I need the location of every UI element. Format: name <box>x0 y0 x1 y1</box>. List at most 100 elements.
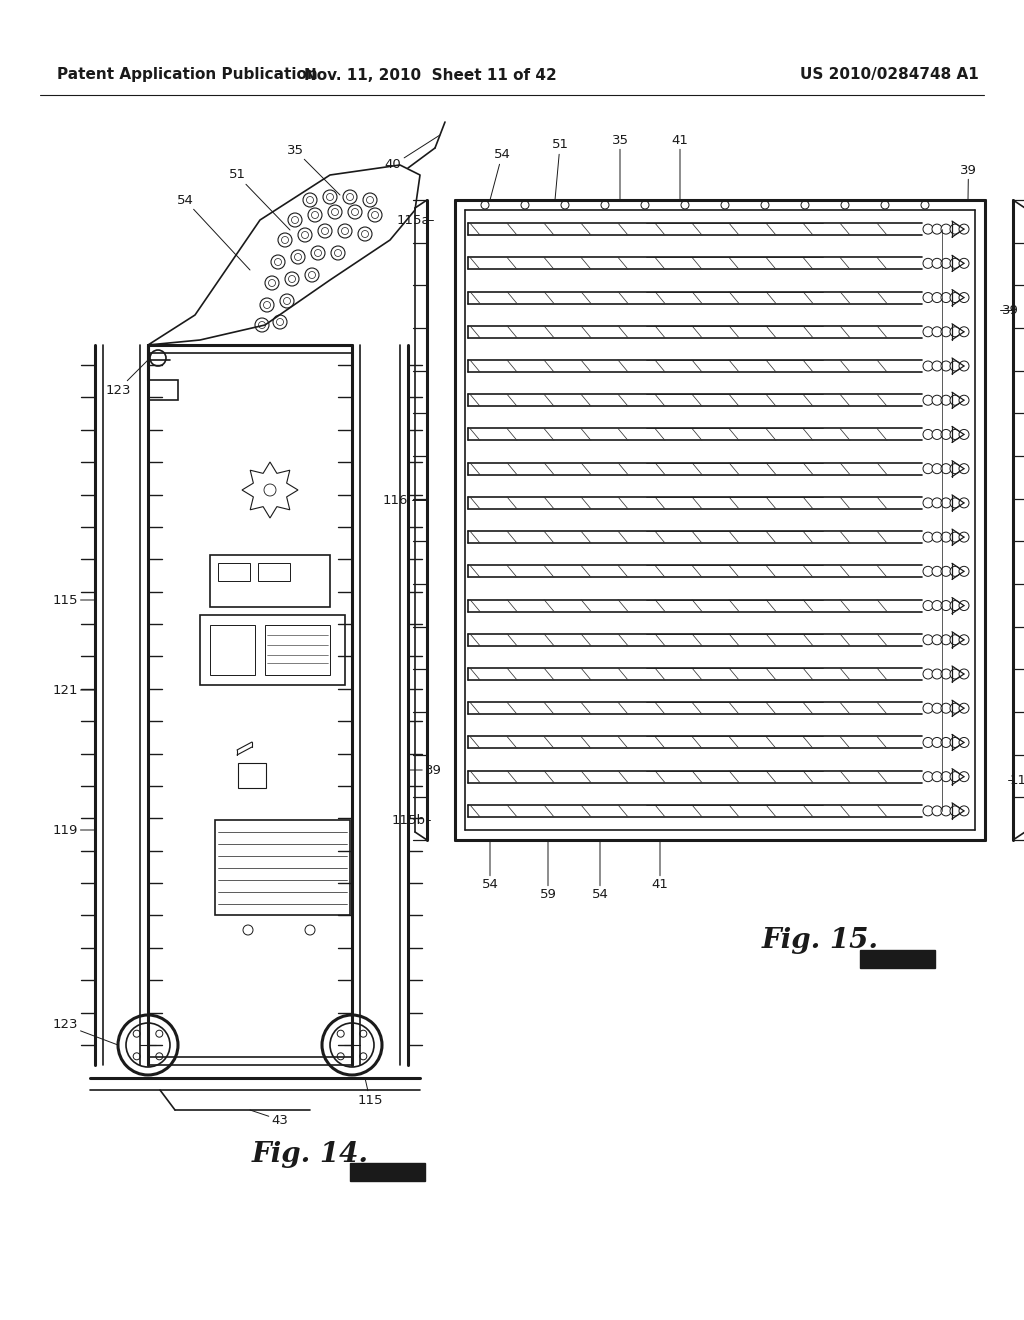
Circle shape <box>338 224 352 238</box>
Circle shape <box>881 201 889 209</box>
Circle shape <box>923 669 933 678</box>
Circle shape <box>841 201 849 209</box>
Circle shape <box>118 1015 178 1074</box>
Text: 41: 41 <box>651 840 669 891</box>
Circle shape <box>959 463 969 474</box>
Circle shape <box>331 246 345 260</box>
Circle shape <box>941 395 951 405</box>
Text: Patent Application Publication: Patent Application Publication <box>57 67 317 82</box>
Circle shape <box>932 429 942 440</box>
Circle shape <box>801 201 809 209</box>
Text: 116: 116 <box>1010 774 1024 787</box>
Circle shape <box>328 205 342 219</box>
Circle shape <box>950 498 961 508</box>
Text: 35: 35 <box>611 133 629 201</box>
Circle shape <box>950 327 961 337</box>
Circle shape <box>941 429 951 440</box>
Text: 123: 123 <box>52 1019 118 1045</box>
Text: 39: 39 <box>410 763 442 776</box>
Circle shape <box>950 601 961 611</box>
Circle shape <box>298 228 312 242</box>
Circle shape <box>941 463 951 474</box>
Circle shape <box>950 463 961 474</box>
Circle shape <box>133 1030 140 1038</box>
Bar <box>218 564 250 581</box>
Circle shape <box>359 1030 367 1038</box>
Circle shape <box>932 704 942 713</box>
Circle shape <box>959 704 969 713</box>
Circle shape <box>959 395 969 405</box>
Bar <box>210 624 255 675</box>
Circle shape <box>323 190 337 205</box>
Circle shape <box>156 1030 163 1038</box>
Circle shape <box>959 259 969 268</box>
Circle shape <box>923 738 933 747</box>
Circle shape <box>932 807 942 816</box>
Text: Nov. 11, 2010  Sheet 11 of 42: Nov. 11, 2010 Sheet 11 of 42 <box>304 67 556 82</box>
Circle shape <box>923 601 933 611</box>
Text: 39: 39 <box>1002 304 1019 317</box>
Text: 51: 51 <box>552 139 568 201</box>
Circle shape <box>932 566 942 577</box>
Circle shape <box>950 395 961 405</box>
Circle shape <box>721 201 729 209</box>
Circle shape <box>950 293 961 302</box>
Circle shape <box>288 213 302 227</box>
Circle shape <box>923 429 933 440</box>
Circle shape <box>521 201 529 209</box>
Circle shape <box>923 259 933 268</box>
Circle shape <box>950 566 961 577</box>
Text: 51: 51 <box>228 169 290 230</box>
Circle shape <box>950 429 961 440</box>
Text: 115: 115 <box>52 594 95 606</box>
Circle shape <box>950 704 961 713</box>
Circle shape <box>481 201 489 209</box>
Bar <box>860 950 935 968</box>
Circle shape <box>932 224 942 234</box>
Circle shape <box>941 224 951 234</box>
Text: 54: 54 <box>490 149 510 201</box>
Circle shape <box>959 669 969 678</box>
Circle shape <box>941 293 951 302</box>
Circle shape <box>923 635 933 644</box>
Circle shape <box>959 807 969 816</box>
Circle shape <box>950 259 961 268</box>
Circle shape <box>959 566 969 577</box>
Circle shape <box>343 190 357 205</box>
Bar <box>148 380 178 400</box>
Circle shape <box>761 201 769 209</box>
Circle shape <box>280 294 294 308</box>
Circle shape <box>959 429 969 440</box>
Text: 39: 39 <box>961 164 977 201</box>
Circle shape <box>921 201 929 209</box>
Text: 115b: 115b <box>392 813 426 826</box>
Circle shape <box>265 276 279 290</box>
Circle shape <box>932 395 942 405</box>
Circle shape <box>950 807 961 816</box>
Circle shape <box>362 193 377 207</box>
Circle shape <box>278 234 292 247</box>
Circle shape <box>941 360 951 371</box>
Polygon shape <box>242 462 298 517</box>
Text: 121: 121 <box>52 684 95 697</box>
Circle shape <box>133 1053 140 1060</box>
Bar <box>265 624 330 675</box>
Circle shape <box>923 293 933 302</box>
Circle shape <box>932 327 942 337</box>
Bar <box>238 763 266 788</box>
Text: 123: 123 <box>105 360 148 396</box>
Text: 43: 43 <box>250 1110 289 1126</box>
Circle shape <box>932 293 942 302</box>
Circle shape <box>941 601 951 611</box>
Text: 116: 116 <box>383 494 408 507</box>
Circle shape <box>601 201 609 209</box>
Circle shape <box>923 498 933 508</box>
Text: 40: 40 <box>385 135 440 172</box>
Circle shape <box>959 498 969 508</box>
Circle shape <box>923 532 933 543</box>
Text: Fig. 15.: Fig. 15. <box>762 927 879 953</box>
Circle shape <box>932 259 942 268</box>
Bar <box>215 820 350 915</box>
Circle shape <box>923 360 933 371</box>
Circle shape <box>348 205 362 219</box>
